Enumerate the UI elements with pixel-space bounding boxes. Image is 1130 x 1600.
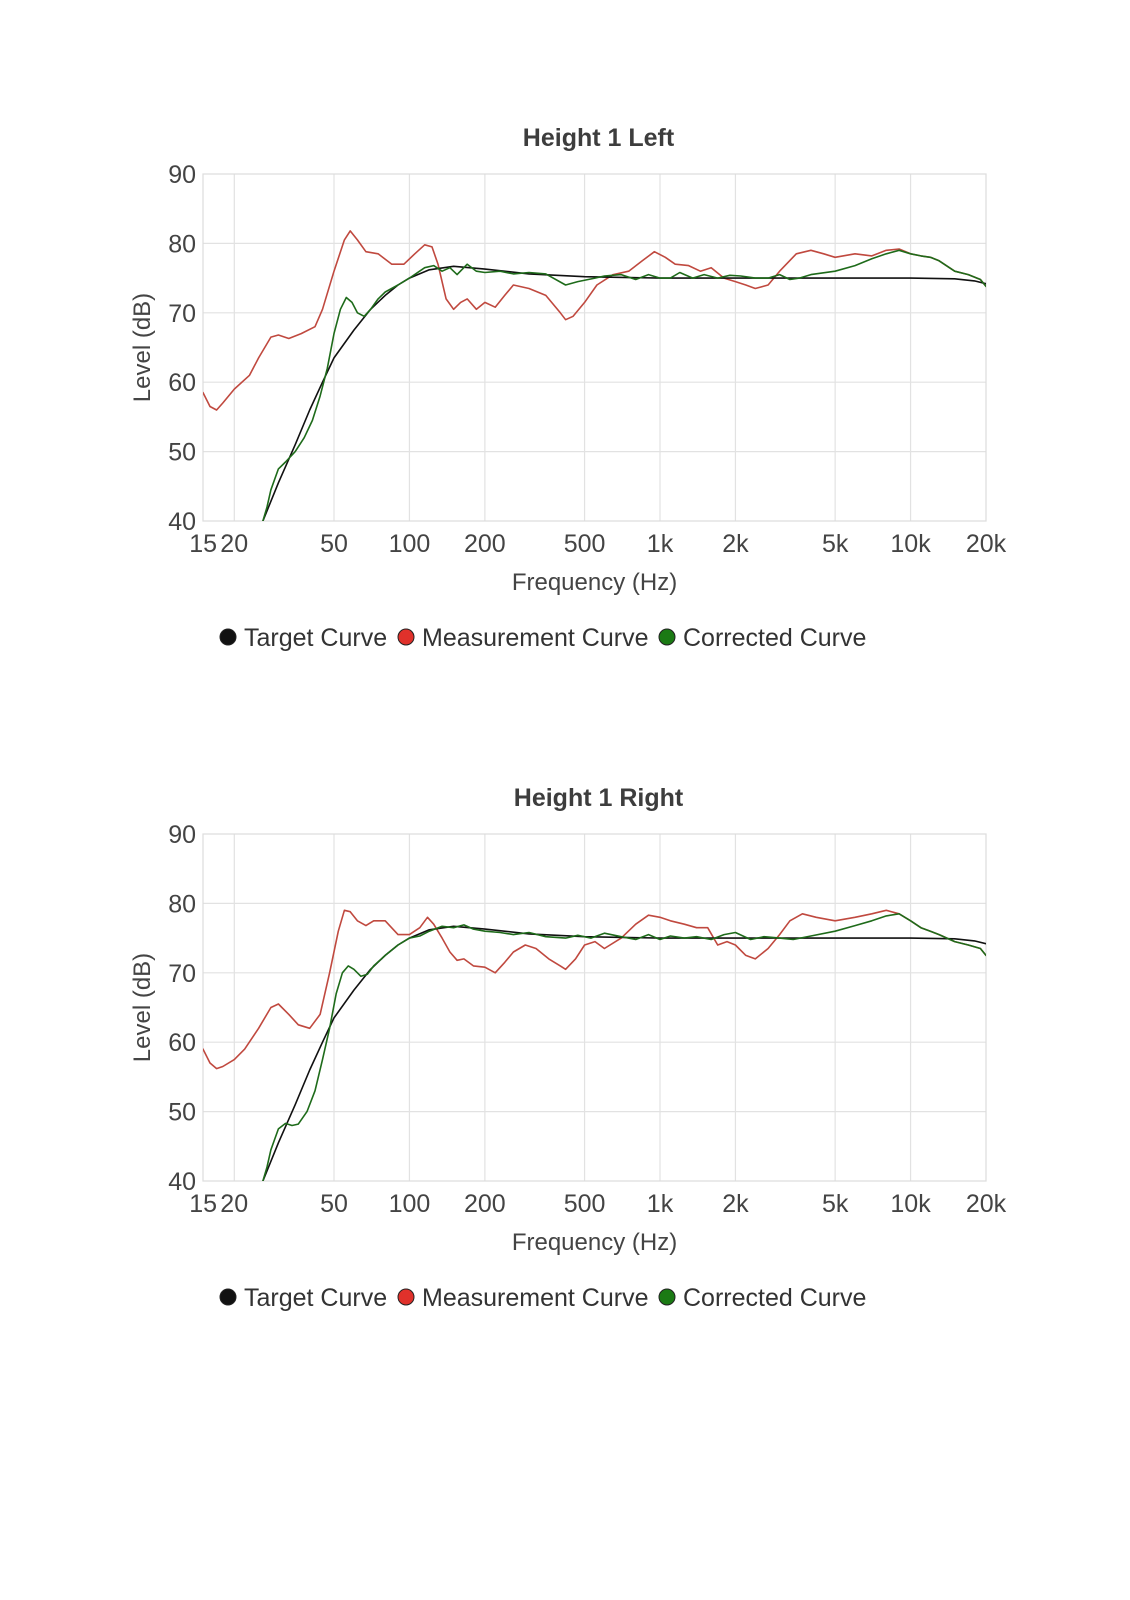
x-tick-label: 100 [389,1190,431,1218]
measurement-curve-line [203,230,986,411]
corrected-curve-line [262,249,986,521]
series-group [203,230,986,521]
grid [203,834,986,1181]
x-tick-label: 1k [647,1190,674,1218]
x-tick-label: 15 [189,1190,217,1218]
legend-item-corrected[interactable]: Corrected Curve [658,1284,866,1312]
chart-height-1-left: Height 1 Left 40 50 60 70 80 90 15 20 50 100 200 500… [0,110,1130,710]
y-tick-label: 90 [168,821,196,849]
plot-frame [202,173,987,522]
x-tick-label: 5k [822,530,849,558]
x-tick-label: 100 [389,530,431,558]
x-tick-label: 50 [320,530,348,558]
x-tick-label: 200 [464,1190,506,1218]
chart-svg: Height 1 Left 40 50 60 70 80 90 15 20 50 100 200 500… [129,124,1007,652]
legend-label-corrected: Corrected Curve [683,624,866,652]
x-tick-label: 20 [220,530,248,558]
legend-label-measurement: Measurement Curve [422,1284,648,1312]
legend-item-measurement[interactable]: Measurement Curve [397,1284,648,1312]
y-tick-label: 60 [168,1029,196,1057]
x-tick-label: 20k [966,530,1007,558]
chart-height-1-right: Height 1 Right 40 50 60 70 80 90 15 20 50 100 200 50… [0,770,1130,1370]
y-tick-label: 60 [168,369,196,397]
x-tick-label: 50 [320,1190,348,1218]
legend-item-target[interactable]: Target Curve [219,1284,387,1312]
y-tick-label: 70 [168,960,196,988]
y-tick-label: 40 [168,1168,196,1196]
x-tick-label: 10k [890,530,931,558]
x-axis-label: Frequency (Hz) [512,1229,677,1256]
x-tick-label: 10k [890,1190,931,1218]
legend-item-target[interactable]: Target Curve [219,624,387,652]
legend-marker-target [219,1288,237,1306]
legend-marker-corrected [658,628,676,646]
grid [203,174,986,521]
target-curve-line [262,925,986,1181]
y-tick-label: 50 [168,1099,196,1127]
legend-label-target: Target Curve [244,624,387,652]
y-tick-label: 40 [168,508,196,536]
y-tick-label: 80 [168,890,196,918]
chart-svg: Height 1 Right 40 50 60 70 80 90 15 20 50 100 200 50… [129,784,1007,1312]
legend-marker-measurement [397,1288,415,1306]
x-tick-label: 1k [647,530,674,558]
chart-title: Height 1 Right [514,784,684,812]
target-curve-line [262,265,986,521]
legend-label-target: Target Curve [244,1284,387,1312]
x-tick-label: 200 [464,530,506,558]
corrected-curve-line [262,913,986,1181]
legend-marker-target [219,628,237,646]
legend-label-corrected: Corrected Curve [683,1284,866,1312]
chart-title: Height 1 Left [523,124,675,152]
y-tick-label: 80 [168,230,196,258]
x-tick-label: 20 [220,1190,248,1218]
x-tick-label: 2k [722,1190,749,1218]
legend: Target Curve Measurement Curve Corrected C… [219,624,866,652]
x-tick-label: 2k [722,530,749,558]
measurement-curve-line [203,909,986,1070]
series-group [203,909,986,1181]
y-axis-label: Level (dB) [129,953,156,1062]
y-axis-label: Level (dB) [129,293,156,402]
x-tick-label: 5k [822,1190,849,1218]
y-tick-label: 70 [168,300,196,328]
x-tick-label: 500 [564,530,606,558]
x-axis-label: Frequency (Hz) [512,569,677,596]
legend-marker-corrected [658,1288,676,1306]
plot-frame [202,833,987,1182]
x-tick-label: 15 [189,530,217,558]
x-tick-label: 500 [564,1190,606,1218]
legend-item-corrected[interactable]: Corrected Curve [658,624,866,652]
legend-item-measurement[interactable]: Measurement Curve [397,624,648,652]
legend: Target Curve Measurement Curve Corrected C… [219,1284,866,1312]
legend-label-measurement: Measurement Curve [422,624,648,652]
y-tick-label: 90 [168,161,196,189]
legend-marker-measurement [397,628,415,646]
y-tick-label: 50 [168,439,196,467]
x-tick-label: 20k [966,1190,1007,1218]
